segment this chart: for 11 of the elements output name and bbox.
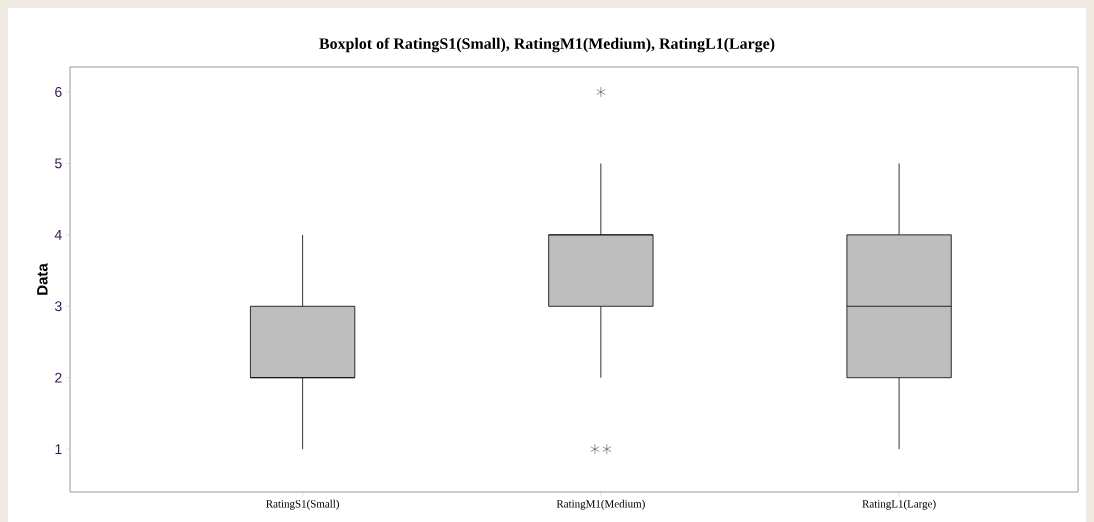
y-tick-label: 5 [55, 158, 62, 169]
x-tick-label: RatingS1(Small) [266, 499, 339, 510]
y-tick-label: 4 [54, 230, 62, 240]
y-axis-title: Data [37, 263, 48, 295]
x-tick-label: RatingM1(Medium) [556, 499, 645, 510]
y-tick-label: 3 [55, 301, 62, 312]
chart-title: Boxplot of RatingS1(Small), RatingM1(Medium), RatingL1(Large) [319, 37, 775, 53]
y-tick-label: 1 [55, 444, 62, 454]
y-tick-label: 2 [55, 372, 62, 383]
x-tick-label: RatingL1(Large) [862, 499, 936, 510]
y-tick-label: 6 [55, 87, 62, 97]
